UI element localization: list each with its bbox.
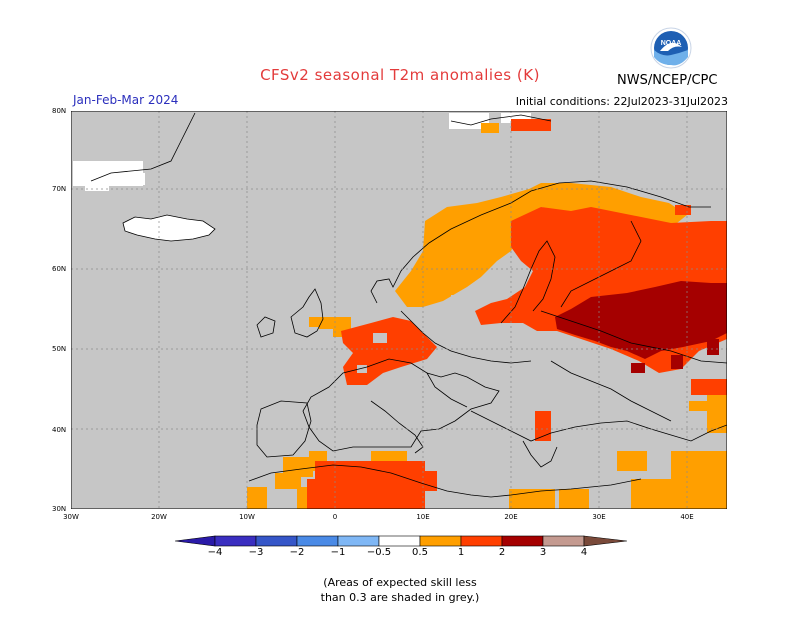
lat-label-40n: 40N — [52, 426, 67, 434]
legend-label: 1 — [457, 547, 465, 558]
chart-title: CFSv2 seasonal T2m anomalies (K) — [260, 66, 540, 84]
lon-label-10e: 10E — [416, 513, 430, 521]
lon-label-40e: 40E — [680, 513, 694, 521]
grey-gaps — [357, 295, 471, 373]
agency-label: NWS/NCEP/CPC — [617, 73, 718, 88]
skill-note-line2: than 0.3 are shaded in grey.) — [320, 591, 480, 604]
graticule — [71, 111, 727, 509]
lon-label-0: 0 — [332, 513, 338, 521]
noaa-logo: NOAA — [650, 27, 692, 69]
colorbar — [175, 535, 627, 547]
legend-label: −4 — [207, 547, 223, 558]
lat-label-30n: 30N — [52, 505, 67, 513]
legend-label: 0.5 — [412, 547, 428, 558]
lat-label-50n: 50N — [52, 345, 67, 353]
legend-label: 2 — [498, 547, 506, 558]
lon-label-10w: 10W — [239, 513, 255, 521]
legend-label: −2 — [289, 547, 305, 558]
lon-label-20e: 20E — [504, 513, 518, 521]
anomaly-darkred — [555, 281, 727, 373]
lon-label-20w: 20W — [151, 513, 167, 521]
lat-label-60n: 60N — [52, 265, 67, 273]
legend-label: −3 — [248, 547, 264, 558]
legend-label: 4 — [580, 547, 588, 558]
season-label: Jan-Feb-Mar 2024 — [73, 93, 179, 107]
initial-conditions: Initial conditions: 22Jul2023-31Jul2023 — [515, 95, 728, 108]
iceland — [122, 214, 216, 242]
legend-label: −1 — [330, 547, 346, 558]
lon-label-30w: 30W — [63, 513, 79, 521]
lat-label-80n: 80N — [52, 107, 67, 115]
anomaly-map — [71, 111, 727, 509]
skill-note-line1: (Areas of expected skill less — [323, 576, 477, 589]
svalbard-ice — [449, 113, 531, 129]
svg-text:NOAA: NOAA — [661, 40, 682, 47]
lat-label-70n: 70N — [52, 185, 67, 193]
legend-label: −0.5 — [366, 547, 392, 558]
legend-label: 3 — [539, 547, 547, 558]
lon-label-30e: 30E — [592, 513, 606, 521]
